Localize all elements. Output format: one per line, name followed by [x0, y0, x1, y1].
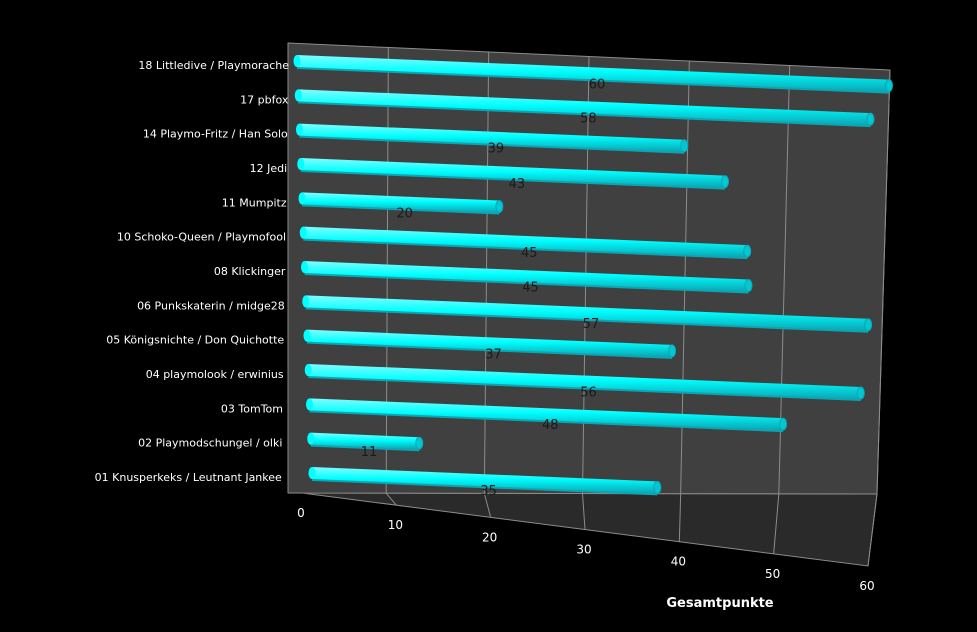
bar-end-cap	[779, 417, 788, 431]
x-tick-label: 30	[576, 543, 591, 557]
bar-body	[312, 467, 658, 494]
bar-body	[304, 261, 749, 292]
bar-start-cap	[296, 123, 303, 136]
bar-end-cap	[495, 200, 504, 214]
bar	[299, 226, 752, 260]
data-label: 45	[522, 280, 539, 295]
bar-body	[299, 123, 685, 152]
category-label: 03 TomTom	[221, 402, 283, 415]
category-label: 05 Königsnichte / Don Quichotte	[106, 334, 284, 347]
category-label: 14 Playmo-Fritz / Han Solo	[143, 128, 288, 141]
floor-gridline	[582, 493, 586, 530]
bar	[301, 261, 753, 294]
bar	[293, 55, 893, 94]
bar-end-cap	[653, 480, 662, 494]
bar-start-cap	[301, 261, 308, 273]
data-label: 39	[488, 142, 505, 157]
bar-body	[307, 329, 673, 357]
category-label: 02 Playmodschungel / olki	[138, 437, 282, 450]
bar-start-cap	[308, 467, 316, 479]
data-label: 20	[396, 206, 413, 221]
bar-end-cap	[668, 344, 677, 358]
bar-end-cap	[885, 79, 893, 93]
data-label: 56	[580, 386, 597, 401]
bar-body	[310, 432, 420, 450]
bar-start-cap	[302, 295, 310, 308]
category-label: 01 Knusperkeks / Leutnant Jankee	[95, 471, 282, 484]
bar-end-cap	[743, 244, 752, 258]
bar-start-cap	[307, 432, 315, 445]
bar	[308, 467, 662, 496]
data-label: 48	[542, 418, 559, 433]
bar-body	[298, 89, 871, 126]
bar	[298, 192, 504, 215]
x-tick-label: 60	[859, 579, 874, 593]
x-tick-label: 10	[388, 518, 403, 532]
floor-gridline	[867, 493, 878, 567]
floor-gridline	[773, 493, 780, 554]
floor-gridline	[483, 493, 492, 518]
bars	[293, 55, 893, 496]
data-label: 11	[361, 445, 378, 460]
x-tick-label: 20	[482, 530, 497, 544]
bar	[303, 329, 677, 359]
bar-start-cap	[299, 226, 307, 239]
category-labels: 18 Littledive / Playmorache 17 pbfox 14 Pl…	[95, 59, 290, 484]
bar-body	[303, 226, 748, 258]
data-labels: 60 58 39 43 20 45 45 57 37 56 48 11 35	[361, 77, 606, 499]
bar	[306, 398, 788, 433]
x-axis-title: Gesamtpunkte	[666, 596, 773, 611]
bar-body	[305, 295, 869, 331]
x-tick-label: 50	[765, 567, 780, 581]
bar-end-cap	[866, 112, 875, 126]
category-label: 12 Jedi	[250, 162, 288, 175]
bar-start-cap	[304, 364, 312, 376]
bar	[297, 158, 730, 190]
bar-start-cap	[303, 329, 311, 342]
category-label: 10 Schoko-Queen / Playmofool	[117, 231, 286, 244]
bar	[307, 432, 424, 452]
bar-body	[297, 55, 889, 92]
bar	[296, 123, 689, 154]
x-tick-label: 40	[671, 555, 686, 569]
x-tick-labels: 0 10 20 30 40 50 60	[297, 506, 874, 593]
bar-body	[309, 398, 784, 431]
bar-end-cap	[856, 386, 865, 400]
x-tick-label: 0	[297, 506, 305, 520]
category-label: 17 pbfox	[240, 93, 289, 106]
bar-start-cap	[298, 192, 306, 205]
bar	[302, 295, 873, 333]
category-label: 11 Mumpitz	[222, 196, 287, 209]
data-label: 45	[521, 246, 538, 261]
floor-gridline	[678, 493, 682, 542]
bar-start-cap	[297, 158, 305, 170]
bar-end-cap	[415, 436, 424, 450]
bar-end-cap	[744, 279, 753, 292]
bar-start-cap	[306, 398, 313, 411]
data-label: 60	[589, 77, 606, 92]
bar-end-cap	[680, 139, 689, 153]
data-label: 35	[480, 484, 497, 499]
data-label: 57	[583, 317, 600, 332]
category-label: 18 Littledive / Playmorache	[138, 59, 289, 72]
gridline	[876, 69, 891, 495]
bar-start-cap	[294, 89, 302, 102]
category-label: 06 Punkskaterin / midge28	[137, 299, 285, 312]
bar	[304, 364, 865, 402]
category-label: 08 Klickinger	[214, 265, 286, 278]
floor-gridline	[385, 492, 397, 506]
data-label: 43	[509, 177, 526, 192]
bar-end-cap	[721, 175, 730, 189]
data-label: 58	[580, 111, 597, 126]
bar-body	[308, 364, 861, 400]
bar	[294, 89, 875, 128]
bar-end-cap	[864, 318, 873, 332]
bar-start-cap	[293, 55, 301, 67]
bar-body	[302, 192, 500, 213]
data-label: 37	[485, 347, 502, 362]
bar-body	[300, 158, 726, 188]
category-label: 04 playmolook / erwinius	[146, 368, 284, 381]
